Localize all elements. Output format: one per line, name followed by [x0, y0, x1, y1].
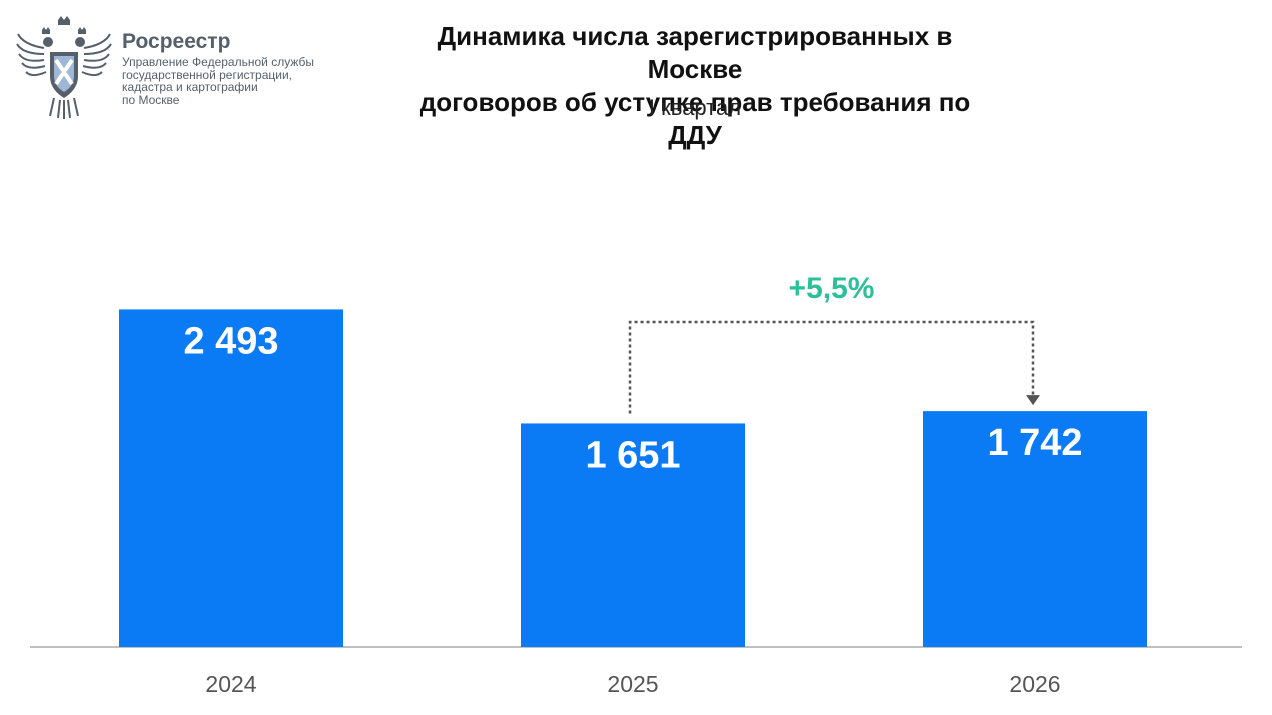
- rosreestr-logo: Росреестр Управление Федеральной службы …: [14, 12, 314, 122]
- bar-2024: [119, 309, 343, 647]
- logo-org-line: кадастра и картографии: [122, 80, 258, 94]
- logo-org-line: Управление Федеральной службы: [122, 55, 314, 69]
- bar-2026: [923, 411, 1147, 647]
- logo-organization: Управление Федеральной службы государств…: [122, 56, 327, 106]
- logo-org-line: государственной регистрации,: [122, 67, 292, 82]
- bar-value-label: 1 742: [987, 422, 1082, 464]
- bar-2025: [521, 423, 745, 647]
- logo-org-line: по Москве: [122, 92, 180, 107]
- change-percent-label: +5,5%: [789, 272, 875, 305]
- double-headed-eagle-icon: [16, 16, 112, 119]
- chart-title: Динамика числа зарегистрированных в Моск…: [395, 20, 995, 152]
- bar-value-label: 2 493: [183, 320, 278, 362]
- x-tick-label: 2026: [1009, 671, 1060, 697]
- x-tick-label: 2025: [607, 671, 658, 697]
- bar-value-label: 1 651: [585, 434, 680, 476]
- chart-title-line: договоров об уступке прав требования по …: [419, 87, 971, 150]
- chart-title-line: Динамика числа зарегистрированных в Моск…: [437, 21, 953, 84]
- chart-subtitle: I квартал: [648, 95, 742, 120]
- change-bracket: [628, 320, 1035, 414]
- logo-name: Росреестр: [122, 30, 231, 53]
- arrow-down-icon: [1026, 395, 1040, 406]
- x-tick-label: 2024: [205, 671, 256, 697]
